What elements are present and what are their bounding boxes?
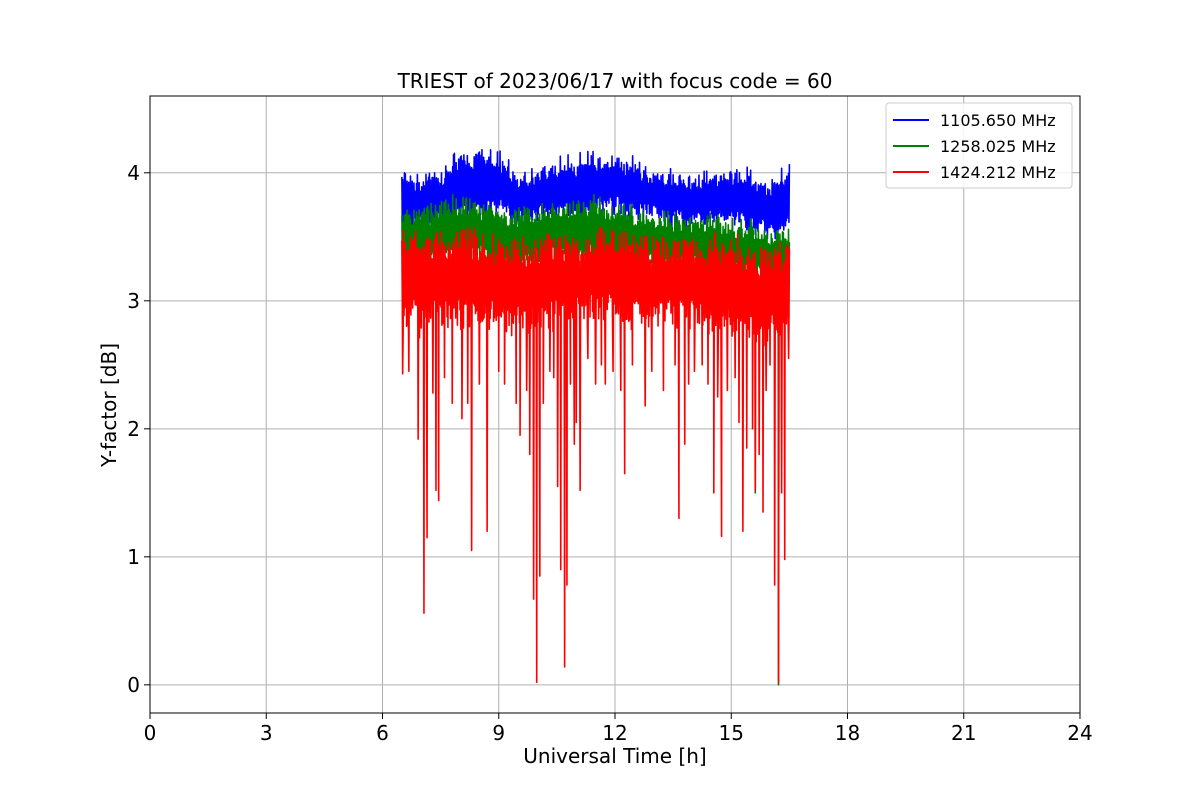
series-line-1: [401, 148, 791, 240]
y-tick-label: 2: [127, 417, 140, 441]
y-tick-label: 0: [127, 673, 140, 697]
x-tick-label: 24: [1067, 721, 1092, 745]
x-tick-label: 15: [719, 721, 744, 745]
series-line-3: [401, 226, 791, 684]
x-tick-label: 21: [951, 721, 976, 745]
chart-title: TRIEST of 2023/06/17 with focus code = 6…: [397, 69, 833, 93]
x-tick-label: 18: [835, 721, 860, 745]
x-tick-label: 12: [602, 721, 627, 745]
x-tick-label: 6: [376, 721, 389, 745]
x-tick-label: 0: [144, 721, 157, 745]
legend-label-3: 1424.212 MHz: [940, 163, 1056, 182]
legend-box: [885, 102, 1073, 189]
x-axis-label: Universal Time [h]: [523, 744, 706, 768]
legend-label-1: 1105.650 MHz: [940, 111, 1056, 130]
series-group: [401, 148, 791, 686]
y-tick-label: 3: [127, 289, 140, 313]
x-tick-label: 3: [260, 721, 273, 745]
x-tick-label: 9: [492, 721, 505, 745]
y-tick-label: 4: [127, 161, 140, 185]
legend: 1105.650 MHz 1258.025 MHz 1424.212 MHz: [885, 102, 1073, 189]
y-axis-label: Y-factor [dB]: [97, 343, 121, 468]
legend-label-2: 1258.025 MHz: [940, 137, 1056, 156]
series-line-2: [401, 193, 791, 686]
y-tick-label: 1: [127, 545, 140, 569]
